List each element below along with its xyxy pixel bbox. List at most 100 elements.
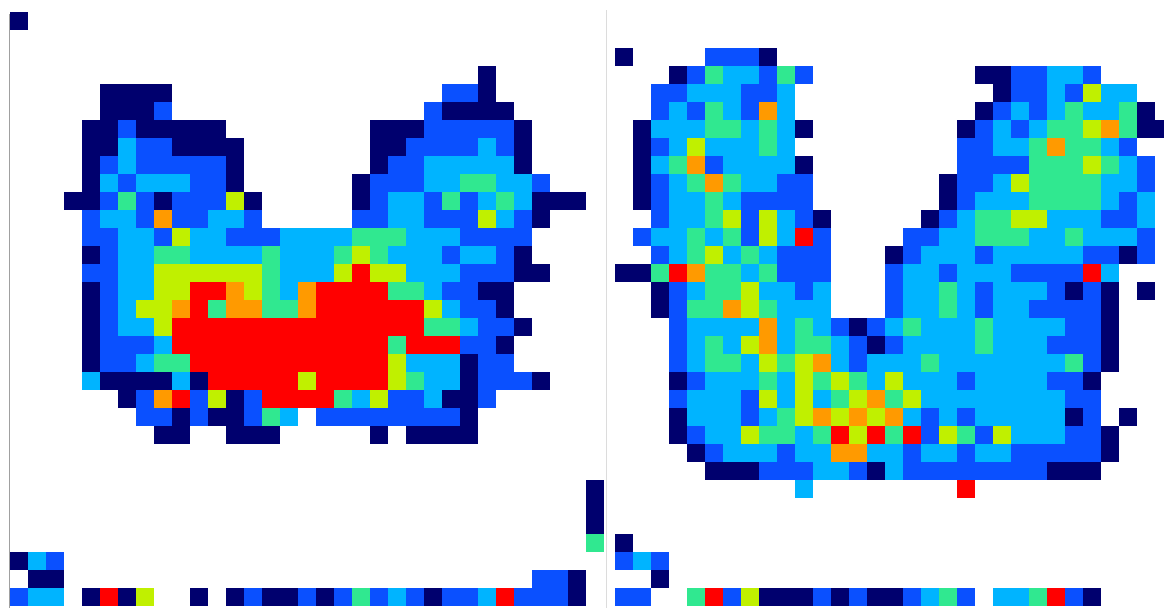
heat-cell (615, 264, 633, 282)
heat-cell (424, 372, 442, 390)
heat-cell (1101, 174, 1119, 192)
heat-cell (831, 120, 849, 138)
heat-cell (154, 516, 172, 534)
heat-cell (136, 300, 154, 318)
heat-cell (993, 102, 1011, 120)
heat-cell (669, 444, 687, 462)
heat-cell (651, 102, 669, 120)
heat-cell (885, 264, 903, 282)
heat-cell (687, 210, 705, 228)
heat-cell (208, 156, 226, 174)
heat-cell (352, 534, 370, 552)
heat-cell (226, 228, 244, 246)
heat-cell (1011, 318, 1029, 336)
heat-cell (64, 390, 82, 408)
heat-cell (813, 408, 831, 426)
heat-cell (633, 408, 651, 426)
heat-cell (118, 498, 136, 516)
heat-cell (226, 138, 244, 156)
heat-cell (190, 570, 208, 588)
heat-cell (10, 372, 28, 390)
heat-cell (478, 300, 496, 318)
heat-cell (424, 570, 442, 588)
heat-cell (885, 174, 903, 192)
heat-cell (831, 66, 849, 84)
heat-cell (406, 534, 424, 552)
heat-cell (478, 174, 496, 192)
heat-cell (939, 102, 957, 120)
heat-cell (1011, 282, 1029, 300)
heat-cell (849, 210, 867, 228)
heat-cell (741, 390, 759, 408)
heat-cell (903, 426, 921, 444)
heat-cell (100, 498, 118, 516)
heat-cell (388, 426, 406, 444)
heat-cell (496, 282, 514, 300)
heat-cell (939, 156, 957, 174)
heat-cell (813, 354, 831, 372)
heat-cell (100, 480, 118, 498)
heat-cell (867, 246, 885, 264)
heat-cell (46, 84, 64, 102)
heat-cell (633, 390, 651, 408)
heat-cell (478, 516, 496, 534)
heat-cell (280, 120, 298, 138)
heat-cell (849, 66, 867, 84)
heat-cell (795, 426, 813, 444)
heat-cell (921, 156, 939, 174)
heat-cell (939, 228, 957, 246)
heat-cell (100, 120, 118, 138)
heat-cell (172, 156, 190, 174)
heat-cell (136, 570, 154, 588)
heat-cell (687, 372, 705, 390)
heat-cell (298, 66, 316, 84)
heat-cell (795, 210, 813, 228)
heat-cell (903, 102, 921, 120)
heat-cell (921, 318, 939, 336)
heat-cell (316, 426, 334, 444)
heat-cell (460, 300, 478, 318)
heat-cell (777, 210, 795, 228)
heat-cell (370, 120, 388, 138)
heat-cell (568, 480, 586, 498)
heat-cell (669, 210, 687, 228)
heat-cell (442, 390, 460, 408)
heat-cell (28, 138, 46, 156)
heat-cell (813, 300, 831, 318)
heat-cell (10, 318, 28, 336)
heat-cell (388, 264, 406, 282)
heat-cell (1047, 372, 1065, 390)
heat-cell (669, 228, 687, 246)
heat-cell (669, 318, 687, 336)
heat-cell (615, 462, 633, 480)
heat-cell (993, 120, 1011, 138)
heat-cell (154, 66, 172, 84)
heat-cell (442, 300, 460, 318)
heat-cell (154, 336, 172, 354)
heat-cell (118, 588, 136, 606)
heat-cell (633, 588, 651, 606)
heat-cell (795, 354, 813, 372)
heat-cell (1029, 462, 1047, 480)
heat-cell (64, 102, 82, 120)
heat-cell (388, 192, 406, 210)
heat-cell (975, 210, 993, 228)
heat-cell (885, 84, 903, 102)
heat-cell (957, 84, 975, 102)
heat-cell (1029, 246, 1047, 264)
heat-cell (172, 570, 190, 588)
heat-cell (10, 534, 28, 552)
heat-cell (10, 210, 28, 228)
heat-cell (334, 588, 352, 606)
heat-cell (226, 390, 244, 408)
heat-cell (867, 282, 885, 300)
heat-cell (1065, 426, 1083, 444)
heat-cell (298, 120, 316, 138)
heat-cell (316, 372, 334, 390)
heat-cell (154, 156, 172, 174)
heat-cell (46, 156, 64, 174)
heat-cell (993, 318, 1011, 336)
heat-cell (514, 210, 532, 228)
heat-cell (460, 318, 478, 336)
heat-cell (615, 192, 633, 210)
